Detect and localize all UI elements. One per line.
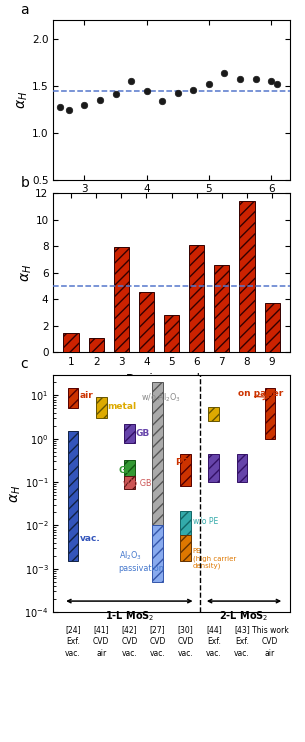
Text: [42]: [42] bbox=[121, 626, 137, 634]
Point bbox=[113, 88, 118, 100]
Y-axis label: $\alpha_H$: $\alpha_H$ bbox=[16, 91, 30, 109]
Bar bbox=[189, 245, 204, 352]
Bar bbox=[237, 454, 247, 482]
Point bbox=[269, 75, 274, 87]
Text: 2-L MoS$_2$: 2-L MoS$_2$ bbox=[219, 609, 269, 623]
Bar bbox=[63, 333, 78, 352]
Bar bbox=[114, 247, 129, 352]
Point bbox=[82, 99, 87, 111]
Point bbox=[253, 73, 258, 85]
Text: Exf.: Exf. bbox=[66, 637, 80, 646]
Bar bbox=[124, 476, 135, 489]
Text: air: air bbox=[96, 649, 106, 657]
Text: CVD: CVD bbox=[262, 637, 278, 646]
Bar bbox=[239, 201, 255, 352]
Bar bbox=[96, 398, 106, 418]
Bar bbox=[139, 292, 154, 352]
Point bbox=[66, 104, 71, 116]
Text: Gr.: Gr. bbox=[119, 465, 133, 475]
X-axis label: $V_{GS}$ (V): $V_{GS}$ (V) bbox=[151, 200, 192, 216]
Text: Exf.: Exf. bbox=[207, 637, 221, 646]
Bar bbox=[180, 535, 191, 561]
Point bbox=[98, 93, 102, 105]
Text: CVD: CVD bbox=[93, 637, 109, 646]
Text: Exf.: Exf. bbox=[235, 637, 249, 646]
Bar bbox=[180, 510, 191, 535]
Y-axis label: $\alpha_H$: $\alpha_H$ bbox=[9, 485, 23, 502]
Text: b: b bbox=[20, 176, 29, 189]
Bar bbox=[124, 424, 135, 443]
Text: vac.: vac. bbox=[150, 649, 165, 657]
Bar bbox=[208, 407, 219, 421]
Text: metal: metal bbox=[107, 402, 137, 411]
Text: air: air bbox=[265, 649, 275, 657]
Bar bbox=[180, 454, 191, 486]
Y-axis label: $\alpha_H$: $\alpha_H$ bbox=[20, 263, 34, 282]
Text: vac.: vac. bbox=[234, 649, 250, 657]
Text: [24]: [24] bbox=[65, 626, 81, 634]
Text: vac.: vac. bbox=[80, 534, 101, 543]
Point bbox=[191, 85, 196, 96]
Text: a: a bbox=[20, 3, 29, 16]
Text: GB: GB bbox=[135, 430, 150, 439]
Text: Al$_2$O$_3$
passivation: Al$_2$O$_3$ passivation bbox=[119, 550, 164, 573]
Text: vac.: vac. bbox=[65, 649, 81, 657]
Point bbox=[222, 67, 227, 79]
Bar bbox=[164, 315, 179, 352]
Point bbox=[57, 102, 62, 114]
Text: [41]: [41] bbox=[93, 626, 109, 634]
Bar bbox=[152, 382, 163, 525]
Text: CVD: CVD bbox=[178, 637, 194, 646]
Bar bbox=[214, 265, 229, 352]
Bar bbox=[68, 431, 78, 561]
Point bbox=[160, 95, 165, 107]
Bar bbox=[208, 454, 219, 482]
Point bbox=[238, 73, 242, 85]
X-axis label: Device number: Device number bbox=[126, 373, 217, 386]
Point bbox=[129, 75, 134, 87]
Bar bbox=[265, 303, 280, 352]
Text: on paper: on paper bbox=[238, 389, 283, 398]
Bar bbox=[265, 388, 275, 439]
Text: vac.: vac. bbox=[121, 649, 137, 657]
Text: [27]: [27] bbox=[150, 626, 165, 634]
Text: 1-L MoS$_2$: 1-L MoS$_2$ bbox=[105, 609, 154, 623]
Bar bbox=[88, 338, 104, 352]
Text: vac.: vac. bbox=[178, 649, 193, 657]
Bar bbox=[68, 388, 78, 408]
Point bbox=[175, 88, 180, 99]
Bar bbox=[124, 460, 135, 477]
Text: w/o Al$_2$O$_3$: w/o Al$_2$O$_3$ bbox=[141, 391, 181, 404]
Text: c: c bbox=[20, 357, 28, 370]
Point bbox=[144, 85, 149, 97]
Text: This work: This work bbox=[252, 626, 289, 634]
Text: PE
(high carrier
density): PE (high carrier density) bbox=[193, 548, 236, 569]
Text: vac.: vac. bbox=[206, 649, 222, 657]
Text: w/o GB: w/o GB bbox=[123, 479, 151, 487]
Text: PE: PE bbox=[175, 459, 188, 467]
Point bbox=[206, 78, 211, 90]
Point bbox=[275, 78, 280, 90]
Text: [30]: [30] bbox=[178, 626, 193, 634]
Bar bbox=[152, 525, 163, 582]
Text: w/o PE: w/o PE bbox=[193, 516, 218, 525]
Text: air: air bbox=[80, 391, 94, 400]
Text: [44]: [44] bbox=[206, 626, 222, 634]
Text: CVD: CVD bbox=[121, 637, 138, 646]
Text: CVD: CVD bbox=[149, 637, 166, 646]
Text: [43]: [43] bbox=[234, 626, 250, 634]
